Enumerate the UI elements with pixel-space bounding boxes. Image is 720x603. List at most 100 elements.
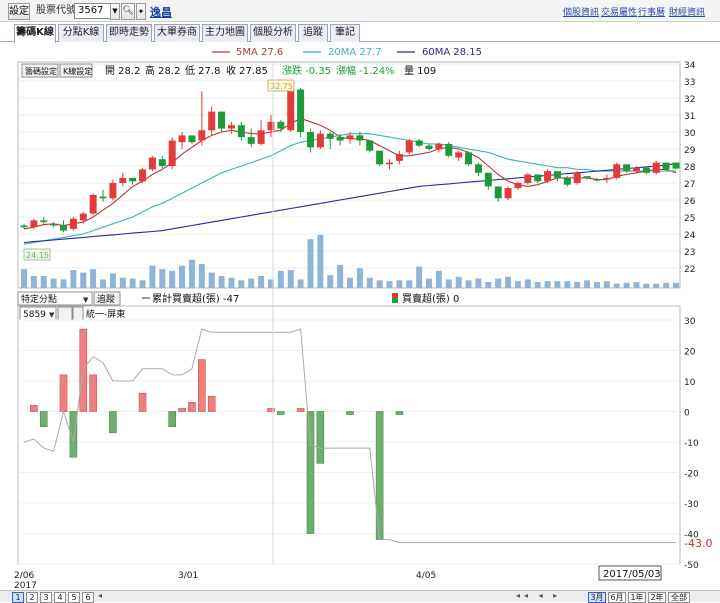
price-tick-label: 23 [684,248,695,258]
period-6m[interactable]: 6月 [608,592,626,603]
stock-name-link[interactable]: 逸昌 [150,6,172,19]
bottom-bar: 1 2 3 4 5 6 ◂ ◂◂ ◂ ▸ 3月 6月 1年 2年 全部 [0,590,720,603]
link-calendar[interactable]: 行事曆 [638,8,666,18]
cum-legend-label: 累計買賣超(張) -47 [152,292,239,305]
low-price: 低 27.8 [185,64,220,77]
last-value-label: -43.0 [684,537,712,550]
volume-bar [248,278,255,288]
price-y-axis: 34 33 32 31 30 29 28 27 26 25 24 23 22 [684,61,696,275]
tab-major-map[interactable]: 主力地圖 [202,24,248,42]
cumulative-line [23,328,676,544]
candle-body [494,186,502,199]
candle-body [218,111,226,129]
candle-body [237,125,245,138]
track-button[interactable] [93,291,121,306]
net-buy-bar [346,411,354,415]
tab-chip-kline[interactable]: 籌碼K線 [14,24,56,43]
net-buy-bars [30,328,404,540]
dropdown-arrow-icon[interactable]: ▼ [110,3,120,20]
cursor-date-box [598,565,662,581]
stock-code-label: 股票代號 [36,5,76,16]
tab-stock-analysis[interactable]: 個股分析 [250,24,296,42]
volume-bar [297,279,304,288]
candle-body [474,164,482,173]
branch-type-label: 特定分點 [21,293,57,305]
volume-bar [287,270,294,288]
period-2y[interactable]: 2年 [648,592,666,603]
volume-bar [426,278,433,288]
candle-body [376,150,384,165]
volume-bar [30,276,37,288]
net-buy-tick-label: 30 [684,317,696,327]
search-icon[interactable]: 🔍︎ [121,3,135,20]
candle-body [148,157,156,170]
page-button-3[interactable]: 3 [40,592,52,603]
x-axis: 2/06 2017 3/01 4/05 2017/05/03 [14,565,662,590]
x-label-feb: 2/06 [14,571,34,581]
volume-bar [21,269,27,288]
volume-bar [109,273,116,288]
page-button-4[interactable]: 4 [54,592,66,603]
period-1y[interactable]: 1年 [628,592,646,603]
volume-bar [119,277,126,288]
volume-bar [267,279,274,288]
net-buy-bar [395,411,404,415]
branch-type-select[interactable] [17,291,93,306]
chip-setting-button[interactable] [21,63,59,78]
candle-body [405,140,413,153]
scroll-left-icon[interactable]: ◂ [98,591,103,600]
tab-track[interactable]: 追蹤 [298,24,328,42]
candle-body [386,162,394,165]
candle-body [119,177,127,183]
quick-setting-button[interactable]: 設定 [8,3,30,20]
volume-bar [356,268,363,288]
volume-bar [435,270,442,288]
tab-branch-kline[interactable]: 分點K線 [58,24,104,42]
price-tick-label: 30 [684,129,696,139]
volume-bar [524,279,531,288]
tab-big-order-brokers[interactable]: 大單券商 [154,24,200,42]
net-buy-tick-label: 20 [684,348,696,358]
page-button-1[interactable]: 1 [12,592,24,603]
price-tick-label: 32 [684,95,695,105]
tab-intraday[interactable]: 即時走勢 [106,24,152,42]
period-all[interactable]: 全部 [668,592,690,603]
link-finance-info[interactable]: 財經資訊 [669,8,706,18]
volume-bar [366,277,373,288]
candle-body [40,220,48,223]
branch-search-icon[interactable] [57,306,73,321]
branch-add-icon[interactable] [72,306,84,321]
candle-body [30,220,38,228]
volume-bar [584,280,591,288]
candle-body [168,140,176,166]
volume-bar [90,269,97,288]
nav-arrows-icon[interactable]: ◂◂ ◂ ▸ [516,591,562,600]
branch-dropdown-icon[interactable]: ▼ [49,311,55,319]
net-buy-bar [59,374,68,412]
chart-area[interactable]: 5MA 27.6 20MA 27.7 60MA 28.15 34 33 32 31 30… [0,42,720,590]
add-icon[interactable]: ✦ [136,3,146,20]
volume-bar [554,281,561,288]
candle-body [642,167,650,173]
candle-body [50,223,58,226]
candle-body [632,167,640,172]
kline-setting-button[interactable] [59,63,93,78]
page-button-2[interactable]: 2 [26,592,38,603]
candle-body [69,218,77,229]
candle-body [553,171,561,178]
candle-body [524,174,532,183]
candle-body [425,145,433,149]
volume-bar [277,270,284,288]
page-button-5[interactable]: 5 [68,592,80,603]
period-3m[interactable]: 3月 [588,592,606,603]
net-buy-bar [178,408,186,412]
cursor-date: 2017/05/03 [603,569,661,580]
link-trade-attr[interactable]: 交易屬性 [601,8,638,18]
candle-body [158,159,166,166]
tab-notes[interactable]: 筆記 [330,24,360,42]
quote-info-bar: 籌碼設定 K線設定 開 28.2 高 28.2 低 27.8 收 27.85 漲… [21,63,436,78]
page-button-6[interactable]: 6 [82,592,94,603]
link-stock-info[interactable]: 個股資訊 [563,8,600,18]
price-grid [18,63,680,269]
branch-name: 統一-屏東 [86,308,125,320]
